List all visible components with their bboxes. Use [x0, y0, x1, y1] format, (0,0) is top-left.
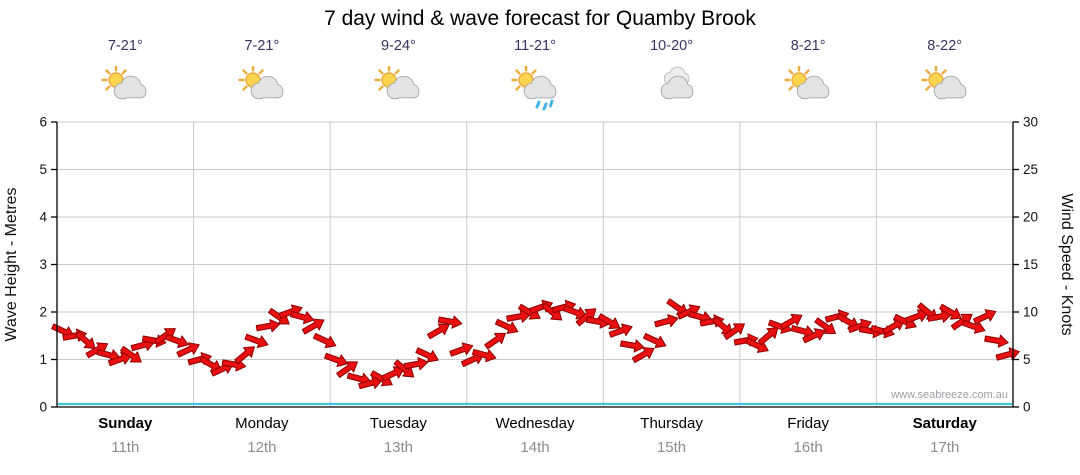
temperature-label: 7-21° [244, 38, 280, 54]
temperature-label: 7-21° [107, 38, 143, 54]
svg-text:20: 20 [1023, 210, 1038, 225]
date-label: 14th [520, 439, 550, 456]
tick-labels: 0 1 2 3 4 5 6 0 5 10 15 20 25 30 [39, 115, 1038, 415]
svg-text:10: 10 [1023, 305, 1038, 320]
watermark: www.seabreeze.com.au [891, 389, 1008, 401]
temperature-label: 11-21° [514, 38, 556, 54]
axes [51, 121, 1019, 408]
date-label: 15th [656, 439, 687, 456]
weather-icon-sun-cloud [101, 65, 149, 114]
gridlines [57, 121, 1013, 407]
weather-icon-cloudy [648, 66, 696, 114]
svg-text:0: 0 [1023, 400, 1031, 415]
temperature-label: 10-20° [650, 38, 693, 54]
weather-icon-sun-cloud [784, 65, 832, 114]
weather-icon-sun-rain [511, 65, 559, 114]
sun-cloud-icon [784, 65, 830, 100]
day-label: Monday [235, 415, 289, 432]
svg-text:2: 2 [39, 305, 47, 320]
weather-icon-sun-cloud [238, 65, 286, 114]
svg-text:5: 5 [1023, 352, 1031, 367]
svg-text:30: 30 [1023, 115, 1038, 130]
wind-arrows-series [51, 298, 1020, 390]
day-label: Thursday [640, 415, 703, 432]
date-label: 16th [793, 439, 823, 456]
sun-rain-icon [511, 65, 557, 111]
date-label: 17th [930, 439, 960, 456]
day-label: Saturday [912, 415, 977, 432]
day-label: Tuesday [369, 415, 427, 432]
svg-text:25: 25 [1023, 162, 1038, 177]
date-label: 13th [383, 439, 414, 456]
sun-cloud-icon [374, 65, 420, 100]
svg-text:0: 0 [39, 400, 47, 415]
svg-text:4: 4 [39, 210, 47, 225]
svg-text:15: 15 [1023, 257, 1038, 272]
sun-cloud-icon [238, 65, 284, 100]
day-label: Wednesday [495, 415, 575, 432]
date-label: 12th [247, 439, 277, 456]
cloudy-icon [660, 66, 693, 100]
weather-icon-sun-cloud [921, 65, 969, 114]
svg-text:6: 6 [39, 115, 47, 130]
svg-text:3: 3 [39, 257, 47, 272]
sun-cloud-icon [921, 65, 967, 100]
temperature-label: 8-22° [927, 38, 963, 54]
date-label: 11th [111, 439, 140, 456]
sun-cloud-icon [101, 65, 147, 100]
svg-text:5: 5 [39, 162, 47, 177]
svg-text:1: 1 [39, 352, 47, 367]
weather-icon-sun-cloud [374, 65, 422, 114]
chart-title: 7 day wind & wave forecast for Quamby Br… [324, 7, 756, 30]
day-label: Sunday [98, 415, 153, 432]
right-axis-title: Wind Speed - Knots [1058, 193, 1075, 335]
temperature-label: 8-21° [790, 38, 826, 54]
temperature-label: 9-24° [381, 38, 416, 54]
left-axis-title: Wave Height - Metres [3, 187, 20, 341]
day-label: Friday [787, 415, 829, 432]
